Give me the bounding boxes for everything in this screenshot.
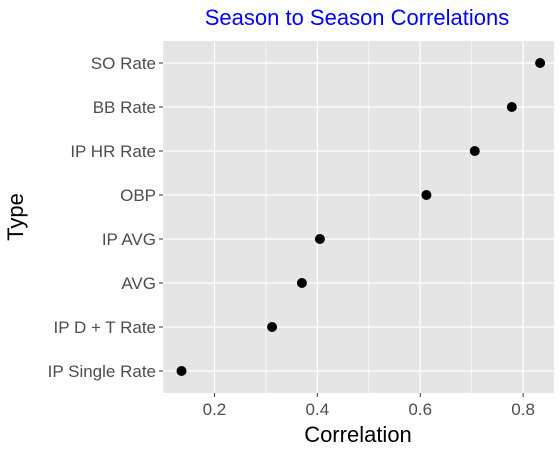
y-tick-label: OBP	[120, 186, 156, 205]
data-point	[469, 146, 480, 156]
data-point	[176, 366, 187, 376]
data-point	[314, 234, 325, 244]
chart-title: Season to Season Correlations	[205, 5, 510, 30]
data-point	[421, 190, 432, 200]
data-point	[535, 58, 546, 68]
y-tick-label: SO Rate	[91, 54, 156, 73]
y-tick-label: IP D + T Rate	[53, 318, 156, 337]
data-point	[267, 322, 278, 332]
y-tick-label: AVG	[121, 274, 156, 293]
data-points	[176, 58, 546, 376]
y-axis-title: Type	[3, 193, 28, 241]
data-point	[506, 102, 517, 112]
y-tick-label: IP Single Rate	[48, 362, 156, 381]
x-tick-label: 0.4	[306, 400, 330, 419]
x-tick-label: 0.2	[203, 400, 227, 419]
y-tick-label: IP HR Rate	[70, 142, 156, 161]
x-tick-label: 0.6	[408, 400, 432, 419]
plot-panel	[163, 41, 554, 393]
data-point	[296, 278, 307, 288]
axis-ticks	[159, 62, 524, 397]
y-tick-label: BB Rate	[93, 98, 156, 117]
x-axis-title: Correlation	[304, 422, 412, 447]
x-tick-label: 0.8	[511, 400, 535, 419]
y-tick-label: IP AVG	[102, 230, 156, 249]
grid-lines	[162, 41, 554, 393]
tick-labels: 0.2 0.4 0.6 0.8 SO Rate BB Rate IP HR Rate OBP I…	[48, 54, 535, 419]
